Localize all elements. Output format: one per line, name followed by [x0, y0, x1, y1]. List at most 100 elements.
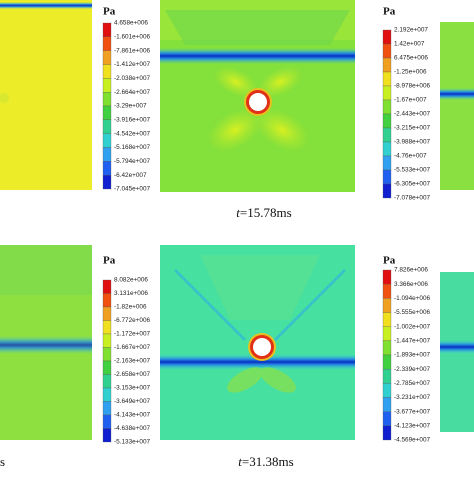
contour-panel	[0, 245, 92, 440]
legend-swatch	[382, 183, 392, 199]
legend-label: -4.76e+007	[394, 153, 427, 160]
legend-label: -5.133e+007	[114, 439, 151, 446]
legend-label: 3.366e+006	[394, 281, 428, 288]
legend-swatch	[382, 354, 392, 370]
legend-swatch	[382, 425, 392, 441]
legend-label: -4.569e+007	[394, 437, 431, 444]
legend-label: -7.045e+007	[114, 186, 151, 193]
legend-label: -1.002e+007	[394, 323, 431, 330]
legend-label: -2.443e+007	[394, 111, 431, 118]
legend-label: 1.42e+007	[394, 41, 425, 48]
legend-label: -4.638e+007	[114, 425, 151, 432]
legend-label: -2.658e+007	[114, 371, 151, 378]
legend-label: 3.131e+006	[114, 290, 148, 297]
legend-label: -3.988e+007	[394, 139, 431, 146]
caption-variable: t	[236, 205, 240, 220]
legend-swatch	[102, 306, 112, 321]
contour-panel	[440, 272, 474, 432]
legend-swatch	[102, 333, 112, 348]
legend-label: -2.038e+007	[114, 75, 151, 82]
legend-label: -1.447e+007	[394, 338, 431, 345]
legend-swatch	[382, 369, 392, 384]
legend-swatch	[102, 133, 112, 148]
legend-swatch	[102, 347, 112, 362]
legend-label: 7.826e+006	[394, 267, 428, 274]
legend-swatch	[382, 57, 392, 73]
legend-swatch	[382, 29, 392, 45]
legend-swatch	[102, 147, 112, 162]
caption-variable: t	[238, 454, 242, 469]
caption-fragment: s	[0, 454, 5, 469]
legend-swatch	[382, 411, 392, 426]
legend-label: -1.82e+006	[114, 304, 147, 311]
legend-label: -5.168e+007	[114, 144, 151, 151]
legend-label: -7.861e+006	[114, 47, 151, 54]
legend-label: -3.677e+007	[394, 408, 431, 415]
legend-swatch	[382, 169, 392, 185]
legend-swatch	[382, 85, 392, 101]
legend-swatch	[382, 269, 392, 285]
legend-swatch	[102, 360, 112, 375]
contour-panel	[440, 22, 474, 190]
legend-label: -4.542e+007	[114, 130, 151, 137]
legend-swatch	[102, 50, 112, 65]
legend-swatch	[382, 326, 392, 341]
legend-label: -5.533e+007	[394, 167, 431, 174]
legend-unit: Pa	[103, 6, 116, 18]
legend-label: -7.078e+007	[394, 195, 431, 202]
legend-label: -4.143e+007	[114, 412, 151, 419]
caption: t=15.78ms	[236, 205, 291, 220]
caption-value: =15.78ms	[240, 205, 292, 220]
legend-label: -1.094e+006	[394, 295, 431, 302]
legend-swatch	[102, 428, 112, 443]
legend-label: -6.772e+006	[114, 317, 151, 324]
legend-swatch	[382, 71, 392, 87]
legend-label: -3.649e+007	[114, 398, 151, 405]
legend-label: -4.123e+007	[394, 423, 431, 430]
legend-label: -5.555e+006	[394, 309, 431, 316]
legend-label: 8.082e+006	[114, 277, 148, 284]
legend-label: -2.664e+007	[114, 89, 151, 96]
legend-label: -1.412e+007	[114, 61, 151, 68]
legend-swatch	[102, 374, 112, 389]
legend-swatch	[382, 340, 392, 356]
legend-swatch	[102, 293, 112, 308]
legend-label: -2.339e+007	[394, 366, 431, 373]
legend-swatch	[102, 175, 112, 190]
legend-label: -2.163e+007	[114, 358, 151, 365]
legend-label: -3.231e+007	[394, 394, 431, 401]
legend-swatch	[382, 312, 392, 327]
legend-label: -3.916e+007	[114, 117, 151, 124]
caption-value: =31.38ms	[242, 454, 294, 469]
contour-panel	[160, 0, 355, 192]
legend-swatch	[102, 78, 112, 93]
legend-unit: Pa	[383, 6, 396, 18]
legend-label: -1.172e+007	[114, 331, 151, 338]
contour-panel	[160, 245, 355, 440]
legend-swatch	[102, 161, 112, 176]
legend-label: -3.153e+007	[114, 385, 151, 392]
legend-swatch	[382, 155, 392, 171]
legend-label: -5.794e+007	[114, 158, 151, 165]
legend-swatch	[382, 141, 392, 157]
legend-label: -1.667e+007	[114, 344, 151, 351]
legend-swatch	[382, 113, 392, 129]
legend-swatch	[382, 397, 392, 412]
legend-swatch	[382, 43, 392, 59]
legend-swatch	[382, 99, 392, 115]
legend-label: 6.475e+006	[394, 55, 428, 62]
legend-label: -1.67e+007	[394, 97, 427, 104]
legend-label: -3.29e+007	[114, 103, 147, 110]
legend-swatch	[382, 383, 392, 398]
legend-swatch	[102, 401, 112, 416]
legend-label: -8.978e+006	[394, 83, 431, 90]
legend-label: 2.192e+007	[394, 27, 428, 34]
legend-swatch	[382, 284, 392, 299]
legend-label: -3.215e+007	[394, 125, 431, 132]
legend-label: -6.42e+007	[114, 172, 147, 179]
caption: t=31.38ms	[238, 454, 293, 469]
legend-swatch	[102, 414, 112, 429]
legend-swatch	[102, 36, 112, 51]
